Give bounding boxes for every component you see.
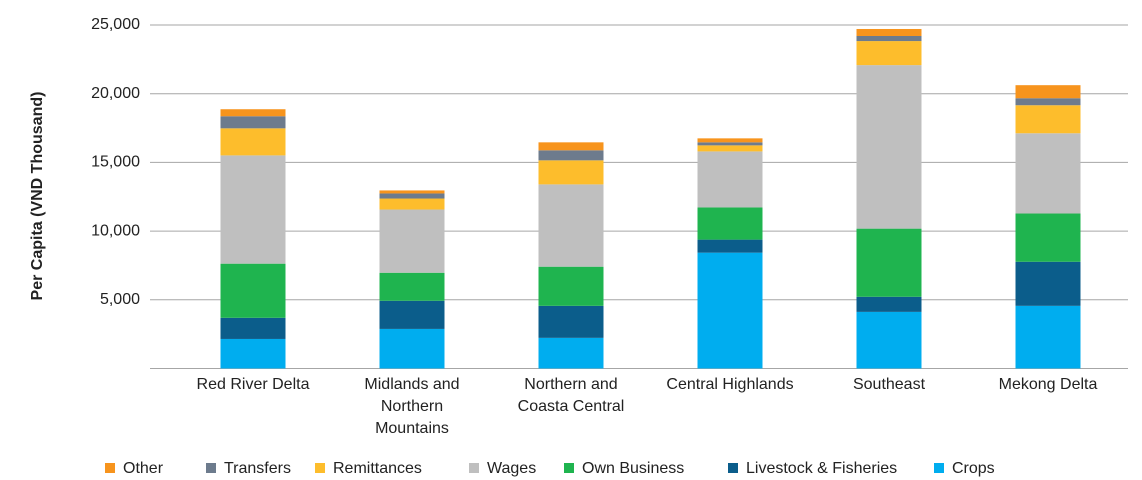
bar-segment — [379, 328, 445, 369]
bar-segment — [220, 263, 286, 318]
bar-segment — [379, 198, 445, 210]
bar-segment — [856, 28, 922, 36]
bar-segment — [538, 266, 604, 306]
bar-segment — [697, 207, 763, 240]
bar-segment — [697, 142, 763, 146]
x-tick-label: Mekong Delta — [998, 376, 1098, 393]
y-tick-label: 25,000 — [91, 16, 140, 33]
y-axis-title: Per Capita (VND Thousand) — [29, 92, 46, 301]
bar-segment — [220, 155, 286, 264]
x-tick-label: Red River Delta — [196, 376, 310, 393]
y-tick-label: 10,000 — [91, 222, 140, 239]
bar-segment — [379, 272, 445, 301]
bar-segment — [697, 239, 763, 253]
bar-segment — [1015, 105, 1081, 134]
bar-segment — [856, 311, 922, 369]
bar-segment — [1015, 98, 1081, 106]
bar-segment — [856, 35, 922, 42]
legend-label: Livestock & Fisheries — [746, 460, 897, 477]
legend-label: Transfers — [224, 460, 291, 477]
bar-segment — [1015, 213, 1081, 262]
legend-label: Wages — [487, 460, 536, 477]
bar-segment — [697, 151, 763, 208]
x-tick-label: Central Highlands — [666, 376, 794, 393]
bar-segment — [379, 190, 445, 194]
bar-segment — [856, 228, 922, 297]
legend-swatch — [564, 463, 574, 473]
x-tick-label: Northern and Coasta Central — [517, 376, 625, 415]
bar-segment — [697, 145, 763, 152]
legend-swatch — [469, 463, 479, 473]
bar-segment — [379, 300, 445, 329]
bar-segment — [1015, 133, 1081, 214]
bar-segment — [1015, 305, 1081, 369]
legend-label: Other — [123, 460, 164, 477]
bar-segment — [220, 317, 286, 339]
bar-segment — [856, 41, 922, 66]
legend-label: Remittances — [333, 460, 422, 477]
bar-segment — [538, 337, 604, 369]
y-tick-label: 5,000 — [100, 291, 140, 308]
legend-swatch — [105, 463, 115, 473]
legend-swatch — [934, 463, 944, 473]
bar-segment — [220, 109, 286, 117]
bar-segment — [1015, 85, 1081, 99]
legend-swatch — [206, 463, 216, 473]
bar-segment — [220, 338, 286, 369]
bar-segment — [220, 116, 286, 129]
bar-segment — [1015, 261, 1081, 306]
bar-segment — [379, 193, 445, 199]
bar-segment — [538, 305, 604, 338]
legend-label: Own Business — [582, 460, 684, 477]
bar-segment — [856, 296, 922, 312]
bar-segment — [538, 160, 604, 185]
y-tick-label: 15,000 — [91, 154, 140, 171]
legend-swatch — [315, 463, 325, 473]
bar-segment — [697, 252, 763, 369]
legend-swatch — [728, 463, 738, 473]
bar-segment — [538, 184, 604, 267]
x-tick-label: Midlands and Northern Mountains — [364, 376, 460, 437]
x-tick-label: Southeast — [852, 376, 926, 393]
bar-segment — [538, 150, 604, 161]
bar-segment — [697, 138, 763, 143]
bar-segment — [379, 209, 445, 273]
legend-label: Crops — [952, 460, 995, 477]
bar-segment — [538, 142, 604, 151]
bar-segment — [856, 65, 922, 229]
y-tick-label: 20,000 — [91, 85, 140, 102]
bar-segment — [220, 128, 286, 156]
